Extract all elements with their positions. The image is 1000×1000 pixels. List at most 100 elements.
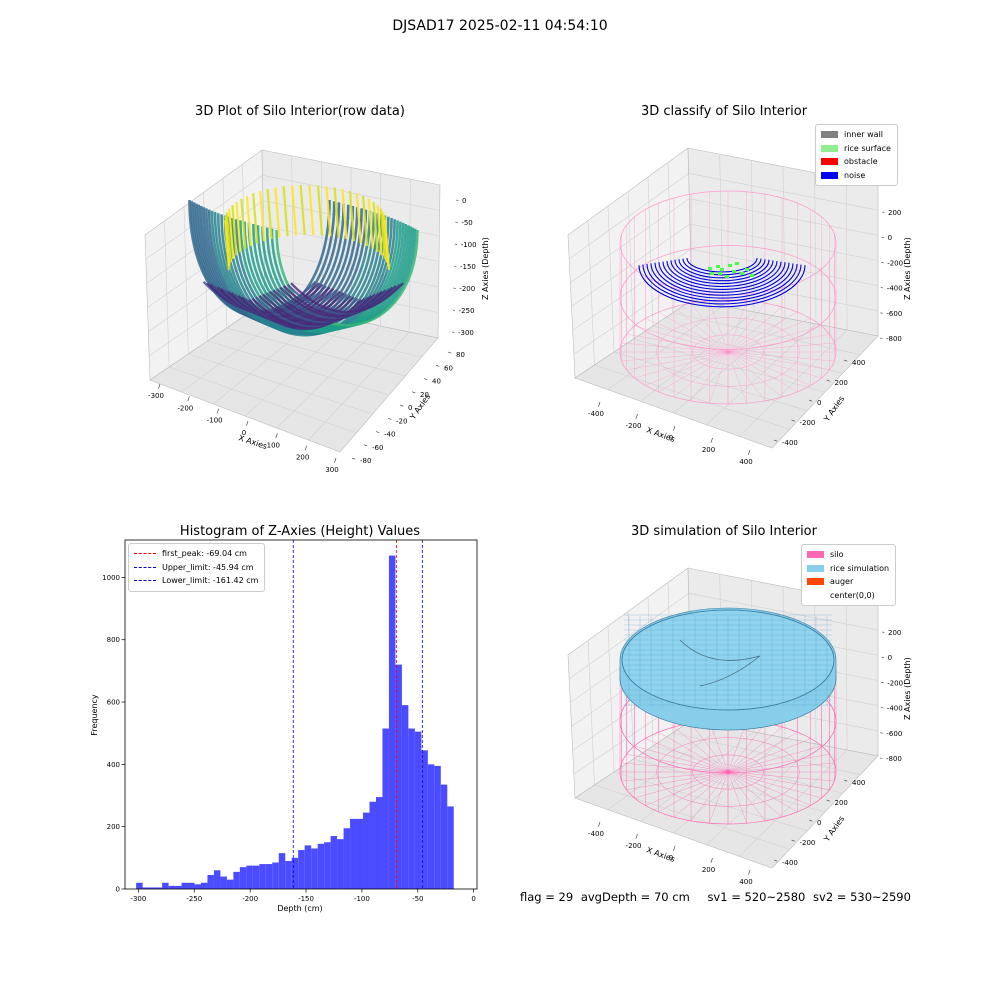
tick-mark <box>158 383 161 389</box>
legend-swatch <box>807 591 824 599</box>
histogram-bar <box>272 862 279 889</box>
silo-floor-ring <box>692 334 764 370</box>
tick-mark <box>808 399 813 402</box>
histogram-bar <box>427 764 435 889</box>
classify-3d-box <box>567 147 879 449</box>
rim-strand <box>266 188 273 240</box>
tick-label: 20 <box>420 391 429 399</box>
histogram-bar <box>421 750 428 889</box>
histogram-axes: -300 -250 -200 -150 -100 -50 0 0 200 400 600 800 100… <box>102 539 478 903</box>
rim-strand <box>231 205 238 256</box>
legend-swatch <box>821 131 838 139</box>
flag-text: flag = 29 <box>520 890 574 904</box>
rim-strand <box>240 198 247 249</box>
silo-floor-spoke <box>727 351 798 393</box>
silo-floor-spoke <box>727 738 811 773</box>
tick-label: 400 <box>852 359 865 367</box>
histogram-bar <box>304 845 312 889</box>
histogram-bars <box>136 555 454 889</box>
simulation-legend: silo rice simulation auger center(0,0) <box>801 544 897 606</box>
tick-label: 80 <box>456 351 465 359</box>
raw-z-label: Z Axies (Depth) <box>481 237 490 300</box>
legend-item: center(0,0) <box>807 589 889 603</box>
tick-mark <box>843 779 848 782</box>
silo-floor-spoke <box>621 771 729 782</box>
raw-plot-title: 3D Plot of Silo Interior(row data) <box>195 104 405 119</box>
histogram-bar <box>337 839 344 889</box>
silo-floor-spoke <box>727 318 811 353</box>
silo-floor-spoke <box>727 771 811 806</box>
silo-floor-spoke <box>727 342 835 353</box>
legend-label: Lower_limit: -161.42 cm <box>162 576 259 586</box>
silo-floor-spoke <box>727 351 835 362</box>
tick-mark <box>826 379 830 382</box>
legend-item: obstacle <box>821 155 891 169</box>
y-tick-label: 600 <box>107 699 120 707</box>
tick-label: -400 <box>887 285 903 293</box>
rim-strand <box>316 185 324 236</box>
simulation-axis-ticks: -400 -200 0 200 400 400 200 0 -200 -400 200 0 -200 -4… <box>588 629 903 886</box>
rim-strand <box>290 185 298 236</box>
sv1-text: sv1 = 520~2580 <box>707 890 806 904</box>
silo-floor-spoke <box>727 351 747 404</box>
noise-arc <box>674 259 770 282</box>
silo-floor-spoke <box>727 771 798 813</box>
histogram-bar <box>375 797 383 889</box>
silo-floor-spoke <box>621 342 729 353</box>
tick-label: -200 <box>800 419 816 427</box>
classify-noise-arcs <box>638 257 806 308</box>
noise-arc <box>686 257 758 273</box>
tick-mark <box>773 859 778 862</box>
sv2-text: sv2 = 530~2590 <box>813 890 911 904</box>
silo-floor-spoke <box>673 726 729 773</box>
tick-label: -100 <box>461 241 477 249</box>
silo-center <box>725 769 731 775</box>
silo-floor-spoke <box>709 300 729 353</box>
rim-strand <box>341 188 348 240</box>
silo-floor-spoke <box>727 771 766 821</box>
noise-arc <box>650 263 794 299</box>
rim-strand <box>252 193 259 244</box>
tick-label: -200 <box>177 404 193 412</box>
figure-title: DJSAD17 2025-02-11 04:54:10 <box>392 18 608 34</box>
tick-mark <box>246 420 249 426</box>
classify-axis-ticks: -400 -200 0 200 400 400 200 0 -200 -400 200 0 -200 -4… <box>588 209 903 466</box>
rice-surface-point <box>740 272 744 275</box>
tick-mark <box>598 401 601 407</box>
tick-label: 0 <box>408 404 412 412</box>
rim-strand <box>348 190 355 242</box>
simulation-3d-plot: -400 -200 0 200 400 400 200 0 -200 -400 200 0 -200 -4… <box>567 567 912 886</box>
tick-label: -600 <box>886 310 902 318</box>
legend-line <box>134 580 156 582</box>
tick-mark <box>275 433 278 439</box>
silo-floor-spoke <box>727 771 747 824</box>
simulation-rice-surface <box>619 607 837 731</box>
tick-label: -200 <box>626 422 642 430</box>
histogram-bar <box>220 876 227 889</box>
legend-swatch <box>821 171 838 179</box>
y-tick-label: 400 <box>107 761 120 769</box>
legend-label: rice simulation <box>830 563 890 573</box>
silo-floor-ring <box>656 317 800 387</box>
histogram-bar <box>401 705 409 889</box>
rice-surface-point <box>708 267 712 270</box>
classify-y-label: Y Axies <box>822 394 847 424</box>
legend-label: Upper_limit: -45.94 cm <box>162 562 254 572</box>
tick-label: -200 <box>887 259 903 267</box>
silo-floor-spoke <box>709 771 729 824</box>
legend-line <box>134 553 156 555</box>
histogram-legend: first_peak: -69.04 cm Upper_limit: -45.94… <box>128 543 266 592</box>
rice-surface-ridge <box>679 639 761 687</box>
x-tick-label: -100 <box>354 895 370 903</box>
tick-label: 200 <box>888 209 901 217</box>
tick-mark <box>216 408 219 414</box>
tick-label: -800 <box>886 755 902 763</box>
silo-floor-spoke <box>727 351 822 379</box>
classify-x-label: X Axies <box>645 425 676 444</box>
silo-floor-spoke <box>727 731 798 773</box>
tick-mark <box>673 845 676 851</box>
silo-floor-spoke <box>727 351 783 398</box>
tick-label: -40 <box>384 431 395 439</box>
legend-label: noise <box>844 170 866 180</box>
rim-strand <box>245 195 253 247</box>
